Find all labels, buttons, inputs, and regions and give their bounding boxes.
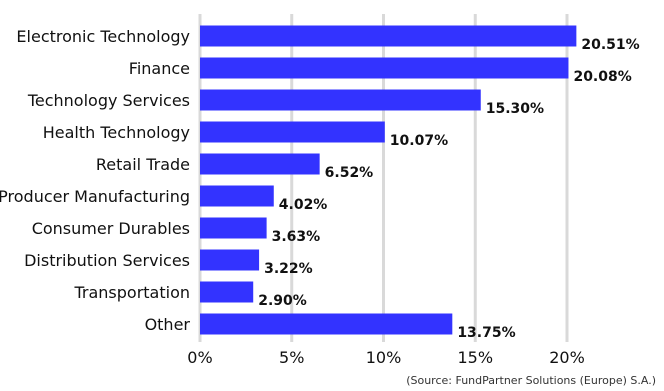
category-label: Consumer Durables <box>32 219 190 238</box>
bar <box>200 121 385 143</box>
bar <box>200 153 320 175</box>
bar <box>200 281 254 303</box>
bar <box>200 89 481 111</box>
value-label: 20.08% <box>573 69 631 85</box>
bar <box>200 313 453 335</box>
bar <box>200 25 577 47</box>
value-label: 3.22% <box>264 261 313 277</box>
bar <box>200 217 267 239</box>
x-tick-label: 10% <box>366 348 402 367</box>
value-label: 3.63% <box>272 229 321 245</box>
value-label: 2.90% <box>258 293 307 309</box>
category-label: Retail Trade <box>96 155 190 174</box>
value-label: 20.51% <box>581 37 639 53</box>
category-label: Transportation <box>73 283 190 302</box>
value-label: 15.30% <box>486 101 544 117</box>
category-label: Electronic Technology <box>16 27 190 46</box>
x-tick-label: 5% <box>279 348 304 367</box>
category-label: Other <box>145 315 191 334</box>
value-label: 10.07% <box>390 133 448 149</box>
category-label: Finance <box>129 59 190 78</box>
bar <box>200 249 260 271</box>
value-label: 13.75% <box>457 325 515 341</box>
bar <box>200 185 274 207</box>
category-label: Distribution Services <box>24 251 190 270</box>
category-label: Health Technology <box>43 123 190 142</box>
category-label: Technology Services <box>27 91 190 110</box>
source-note: (Source: FundPartner Solutions (Europe) … <box>406 374 656 387</box>
x-tick-label: 0% <box>187 348 212 367</box>
value-label: 4.02% <box>279 197 328 213</box>
x-tick-label: 15% <box>457 348 493 367</box>
category-label: Producer Manufacturing <box>0 187 190 206</box>
value-label: 6.52% <box>325 165 374 181</box>
bar <box>200 57 569 79</box>
x-tick-label: 20% <box>549 348 585 367</box>
